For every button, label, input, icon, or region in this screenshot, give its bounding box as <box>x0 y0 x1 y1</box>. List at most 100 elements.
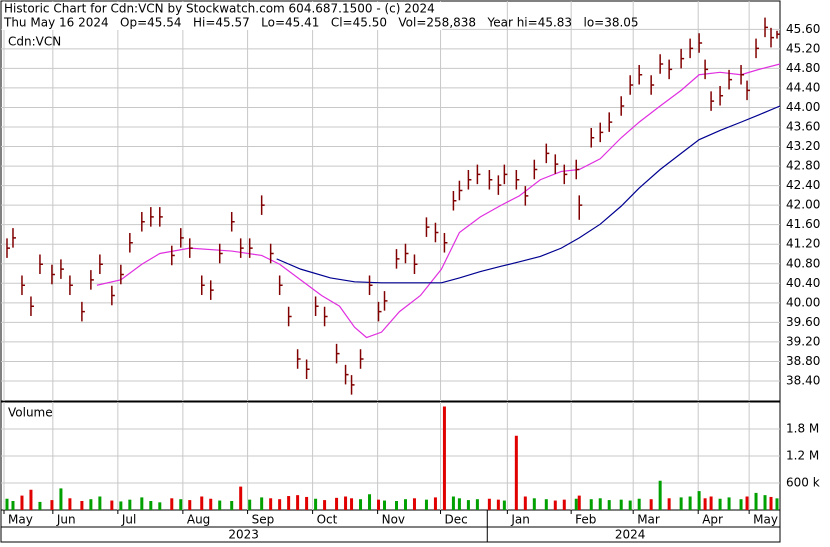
y-tick-label: 1.8 M <box>786 422 819 436</box>
volume-bar <box>457 498 461 510</box>
x-axis-frame <box>0 509 781 543</box>
x-tick-label: Mar <box>637 513 660 527</box>
header-bg <box>2 2 442 30</box>
volume-bar <box>29 489 33 510</box>
volume-bar <box>688 496 692 510</box>
y-tick-label: 41.60 <box>786 217 820 231</box>
volume-bar <box>562 499 566 510</box>
volume-bar <box>350 498 354 510</box>
x-tick-label: Dec <box>445 513 468 527</box>
volume-bar <box>314 498 318 510</box>
volume-bar <box>775 498 779 510</box>
y-tick-label: 44.40 <box>786 80 820 94</box>
volume-bar <box>59 488 63 510</box>
volume-bar <box>38 501 42 510</box>
volume-bar <box>248 499 252 510</box>
volume-bar <box>260 497 264 510</box>
volume-bar <box>344 496 348 510</box>
x-tick-label: Sep <box>252 513 275 527</box>
volume-bar <box>278 499 282 510</box>
volume-bar <box>553 500 557 510</box>
volume-bar <box>218 500 222 510</box>
volume-bar <box>140 497 144 510</box>
volume-bar <box>697 491 701 510</box>
volume-bar <box>679 497 683 510</box>
volume-bar <box>589 499 593 510</box>
y-tick-label: 40.00 <box>786 295 820 309</box>
moving-average <box>96 63 781 339</box>
volume-bar <box>754 492 758 510</box>
volume-bar <box>523 496 527 510</box>
volume-bar <box>637 498 641 510</box>
volume-bar <box>487 498 491 510</box>
volume-bar <box>335 497 339 510</box>
volume-bar <box>377 499 381 510</box>
x-tick-label: Jul <box>121 513 136 527</box>
y-tick-label: 41.20 <box>786 237 820 251</box>
x-tick-label: Feb <box>575 513 596 527</box>
volume-bar <box>475 499 479 510</box>
volume-bar <box>412 498 416 510</box>
volume-bar <box>89 499 93 510</box>
x-tick-label: Aug <box>187 513 210 527</box>
volume-bar <box>442 406 446 510</box>
y-tick-label: 43.60 <box>786 120 820 134</box>
x-tick-label: May <box>8 513 33 527</box>
y-tick-label: 44.80 <box>786 61 820 75</box>
volume-bar <box>50 500 54 510</box>
volume-bar <box>11 501 15 510</box>
volume-bar <box>496 499 500 510</box>
volume-bar <box>128 499 132 510</box>
volume-bar <box>763 495 767 510</box>
volume-bar <box>188 500 192 510</box>
year-label: 2023 <box>228 528 259 542</box>
x-tick-label: Jan <box>510 513 529 527</box>
volume-bar <box>727 497 731 510</box>
volume-bar <box>544 499 548 510</box>
volume-bar <box>607 500 611 510</box>
y-tick-label: 42.40 <box>786 178 820 192</box>
y-tick-label: 39.20 <box>786 334 820 348</box>
x-tick-label: Oct <box>317 513 338 527</box>
volume-bar <box>619 499 623 510</box>
volume-bar <box>209 498 213 510</box>
x-tick-label: Nov <box>382 513 405 527</box>
volume-bar <box>649 499 653 510</box>
volume-bar <box>287 496 291 510</box>
volume-bar <box>574 498 578 510</box>
volume-bar <box>383 500 387 510</box>
volume-bar <box>323 500 327 510</box>
volume-bar <box>466 500 470 510</box>
x-tick-label: Jun <box>56 513 76 527</box>
volume-bar <box>667 498 671 510</box>
volume-bar <box>709 496 713 510</box>
y-tick-label: 40.80 <box>786 256 820 270</box>
x-tick-label: May <box>753 513 778 527</box>
y-tick-label: 38.80 <box>786 354 820 368</box>
volume-bar <box>98 496 102 510</box>
y-tick-label: 42.80 <box>786 159 820 173</box>
y-tick-label: 44.00 <box>786 100 820 114</box>
volume-bar <box>577 495 581 510</box>
volume-bar <box>745 496 749 510</box>
volume-bar <box>20 495 24 510</box>
y-tick-label: 600 k <box>786 476 820 490</box>
volume-bar <box>158 502 162 510</box>
volume-bar <box>296 495 300 510</box>
volume-legend: Volume <box>8 406 53 420</box>
y-tick-label: 38.40 <box>786 373 820 387</box>
price-legend: Cdn:VCN <box>8 35 61 49</box>
volume-bar <box>368 494 372 510</box>
header-line2: Thu May 16 2024 Op=45.54 Hi=45.57 Lo=45.… <box>3 16 639 30</box>
y-tick-label: 45.20 <box>786 41 820 55</box>
volume-bar <box>119 501 123 510</box>
volume-bar <box>394 501 398 510</box>
volume-bar <box>598 498 602 510</box>
volume-bar <box>628 500 632 510</box>
volume-bar <box>502 500 506 510</box>
volume-bar <box>149 501 153 510</box>
moving-average <box>276 105 781 284</box>
y-tick-label: 43.20 <box>786 139 820 153</box>
volume-bar <box>239 486 243 510</box>
volume-bar <box>433 497 437 510</box>
